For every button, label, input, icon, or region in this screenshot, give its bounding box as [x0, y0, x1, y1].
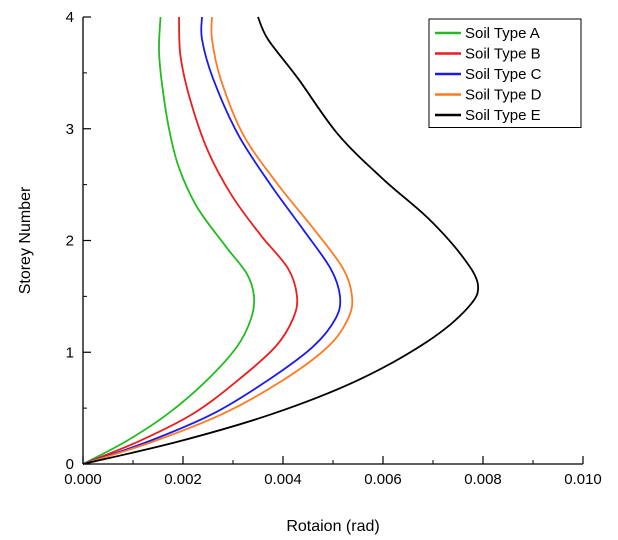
x-tick-label: 0.002: [164, 471, 202, 488]
legend-label: Soil Type E: [465, 107, 541, 124]
y-tick-label: 1: [66, 344, 74, 361]
y-ticks: 0 1 2 3 4: [66, 9, 91, 473]
series-line-soil-type-c: [82, 16, 342, 465]
x-tick-label: 0.010: [564, 471, 602, 488]
axes: 0.000 0.002 0.004 0.006 0.008 0.010 0 1 2 3 4: [64, 9, 602, 488]
legend-label: Soil Type C: [465, 66, 542, 83]
series-line-soil-type-d: [82, 16, 354, 465]
legend-label: Soil Type B: [465, 46, 541, 63]
series-line-soil-type-b: [82, 16, 299, 465]
x-tick-label: 0.008: [464, 471, 502, 488]
legend: Soil Type A Soil Type B Soil Type C Soil Ty…: [428, 18, 582, 128]
series-line-soil-type-e: [82, 16, 480, 465]
y-tick-label: 0: [66, 456, 74, 473]
series-line-soil-type-a: [82, 16, 256, 465]
x-axis-title: Rotaion (rad): [286, 518, 379, 535]
y-axis-title: Storey Number: [17, 186, 34, 294]
legend-label: Soil Type A: [465, 25, 540, 42]
x-tick-label: 0.006: [364, 471, 402, 488]
x-tick-label: 0.004: [264, 471, 302, 488]
x-ticks: 0.000 0.002 0.004 0.006 0.008 0.010: [64, 456, 602, 488]
y-tick-label: 4: [66, 9, 74, 26]
y-tick-label: 2: [66, 233, 74, 250]
y-tick-label: 3: [66, 121, 74, 138]
data-curves: [82, 16, 480, 465]
legend-label: Soil Type D: [465, 87, 542, 104]
x-tick-label: 0.000: [64, 471, 102, 488]
